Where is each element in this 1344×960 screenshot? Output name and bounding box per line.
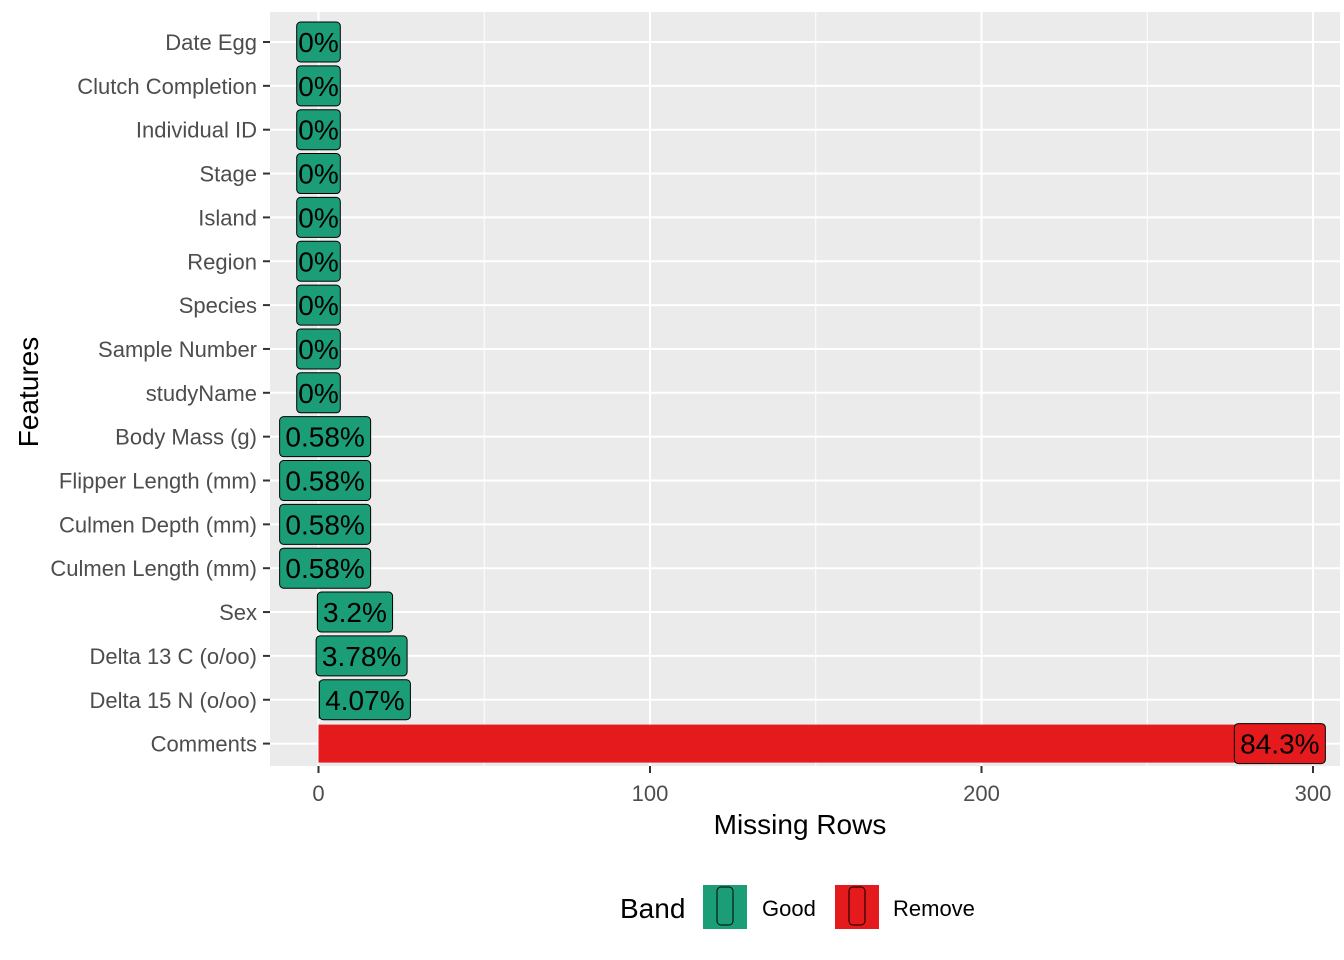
bar-label-date-egg: 0% [296, 21, 341, 63]
bar-label-text: 0.58% [285, 466, 364, 497]
bar-label-box [279, 547, 372, 589]
bar-label-text: 0% [298, 246, 338, 277]
bar-label-box [296, 328, 341, 370]
y-tick-label: studyName [146, 381, 257, 406]
y-axis: Date Egg Clutch Completion Individual ID St… [50, 30, 270, 757]
bar-label-island: 0% [296, 196, 341, 238]
bar-label-box [296, 240, 341, 282]
y-tick-label: Delta 13 C (o/oo) [89, 644, 257, 669]
bar-label-box [315, 635, 408, 677]
y-tick-label: Sample Number [98, 337, 257, 362]
bar-label-flipper-length-mm: 0.58% [279, 460, 372, 501]
bar-label-delta-15-n-o-oo: 4.07% [318, 679, 411, 721]
plot-panel [270, 12, 1340, 766]
x-axis-title: Missing Rows [714, 809, 887, 840]
bar-label-box [279, 460, 372, 501]
y-tick-label: Individual ID [136, 118, 257, 143]
x-tick-label: 0 [312, 781, 324, 806]
bar-label-body-mass-g: 0.58% [279, 416, 372, 458]
bar-label-stage: 0% [296, 153, 341, 195]
bar-label-box [296, 284, 341, 326]
y-tick-label: Island [198, 205, 257, 230]
y-tick-label: Region [187, 249, 257, 274]
bar-label-text: 84.3% [1240, 729, 1319, 760]
bar-label-culmen-length-mm: 0.58% [279, 547, 372, 589]
legend-item-label: Good [762, 896, 816, 921]
bar-label-box [296, 153, 341, 195]
bar-label-box [296, 21, 341, 63]
bar-label-clutch-completion: 0% [296, 65, 341, 107]
bar-label-text: 0% [298, 290, 338, 321]
bar-label-text: 0% [298, 202, 338, 233]
bar-comments [318, 724, 1280, 763]
bar-label-text: 0% [298, 378, 338, 409]
bar-label-delta-13-c-o-oo: 3.78% [315, 635, 408, 677]
bar-label-text: 0.58% [285, 422, 364, 453]
y-tick-label: Stage [200, 162, 258, 187]
legend-key-label-glyph [848, 886, 866, 926]
bar-label-text: 4.07% [325, 685, 404, 716]
y-tick-label: Flipper Length (mm) [59, 469, 257, 494]
y-tick-label: Sex [219, 600, 257, 625]
bar-label-box [296, 65, 341, 107]
bar-label-box [279, 503, 372, 545]
bar-label-box [296, 196, 341, 238]
y-tick-label: Species [179, 293, 257, 318]
bar-label-box [296, 372, 341, 414]
grid-lines [270, 12, 1340, 766]
x-tick-label: 200 [963, 781, 1000, 806]
bar-label-box [316, 591, 394, 633]
legend-key-label-glyph [716, 886, 734, 926]
bar-label-text: 0% [298, 71, 338, 102]
bar-label-box [318, 679, 411, 721]
bar-label-individual-id: 0% [296, 109, 341, 151]
bar-label-culmen-depth-mm: 0.58% [279, 503, 372, 545]
y-tick-label: Comments [151, 732, 257, 757]
bar-label-sample-number: 0% [296, 328, 341, 370]
bar-label-box [279, 416, 372, 458]
y-tick-label: Culmen Length (mm) [50, 556, 257, 581]
bar-label-comments: 84.3% [1233, 723, 1326, 765]
bar-label-text: 3.78% [322, 641, 401, 672]
bar-label-species: 0% [296, 284, 341, 326]
bar-labels: 0% 0% 0% 0% 0% 0% 0% 0% 0% 0.58% 0.58% 0.58% 0.58% 3.… [279, 21, 1326, 765]
x-tick-label: 300 [1295, 781, 1332, 806]
bar-label-text: 0% [298, 159, 338, 190]
y-tick-label: Delta 15 N (o/oo) [89, 688, 257, 713]
y-tick-label: Date Egg [165, 30, 257, 55]
bar-label-text: 0.58% [285, 509, 364, 540]
x-tick-label: 100 [632, 781, 669, 806]
bar-label-text: 3.2% [323, 597, 387, 628]
bar-label-text: 0.58% [285, 553, 364, 584]
y-tick-label: Clutch Completion [77, 74, 257, 99]
legend-title: Band [620, 893, 685, 924]
bar-label-box [296, 109, 341, 151]
bar-label-box [1233, 723, 1326, 765]
bar-label-text: 0% [298, 27, 338, 58]
legend-item-label: Remove [893, 896, 975, 921]
legend-key [703, 885, 747, 929]
y-tick-label: Culmen Depth (mm) [59, 512, 257, 537]
x-axis: 0 100 200 300 [312, 766, 1331, 806]
legend-item-good: Good [703, 885, 816, 929]
bar-label-text: 0% [298, 334, 338, 365]
legend-key [835, 885, 879, 929]
y-axis-title: Features [13, 337, 44, 448]
bar-label-region: 0% [296, 240, 341, 282]
legend-item-remove: Remove [835, 885, 975, 929]
bar-label-studyname: 0% [296, 372, 341, 414]
bar-label-sex: 3.2% [316, 591, 394, 633]
y-tick-label: Body Mass (g) [115, 425, 257, 450]
bar-label-text: 0% [298, 115, 338, 146]
legend: Band Good Remove [620, 885, 975, 929]
